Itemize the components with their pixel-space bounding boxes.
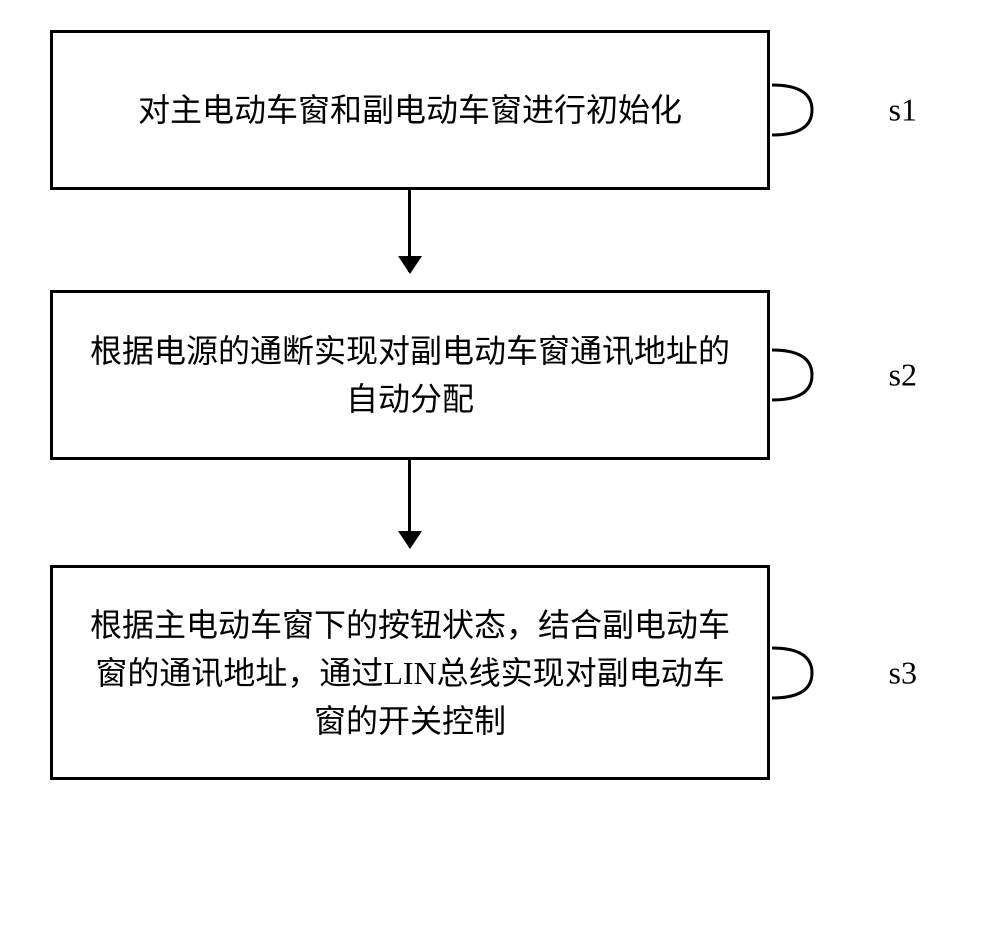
flowchart-step-2: 根据电源的通断实现对副电动车窗通讯地址的自动分配 s2 (50, 290, 770, 460)
flowchart-step-1: 对主电动车窗和副电动车窗进行初始化 s1 (50, 30, 770, 190)
arrow-2-to-3 (408, 460, 411, 547)
step-3-label: s3 (889, 654, 917, 691)
connector-curve-2 (772, 345, 827, 405)
step-3-text: 根据主电动车窗下的按钮状态，结合副电动车窗的通讯地址，通过LIN总线实现对副电动… (83, 601, 737, 745)
flowchart-step-3: 根据主电动车窗下的按钮状态，结合副电动车窗的通讯地址，通过LIN总线实现对副电动… (50, 565, 770, 780)
step-2-text: 根据电源的通断实现对副电动车窗通讯地址的自动分配 (83, 327, 737, 423)
arrow-1-to-2 (408, 190, 411, 272)
step-1-label: s1 (889, 92, 917, 129)
connector-curve-3 (772, 643, 827, 703)
flowchart-container: 对主电动车窗和副电动车窗进行初始化 s1 根据电源的通断实现对副电动车窗通讯地址… (50, 30, 950, 780)
step-2-label: s2 (889, 357, 917, 394)
step-1-text: 对主电动车窗和副电动车窗进行初始化 (138, 86, 682, 134)
connector-curve-1 (772, 80, 827, 140)
